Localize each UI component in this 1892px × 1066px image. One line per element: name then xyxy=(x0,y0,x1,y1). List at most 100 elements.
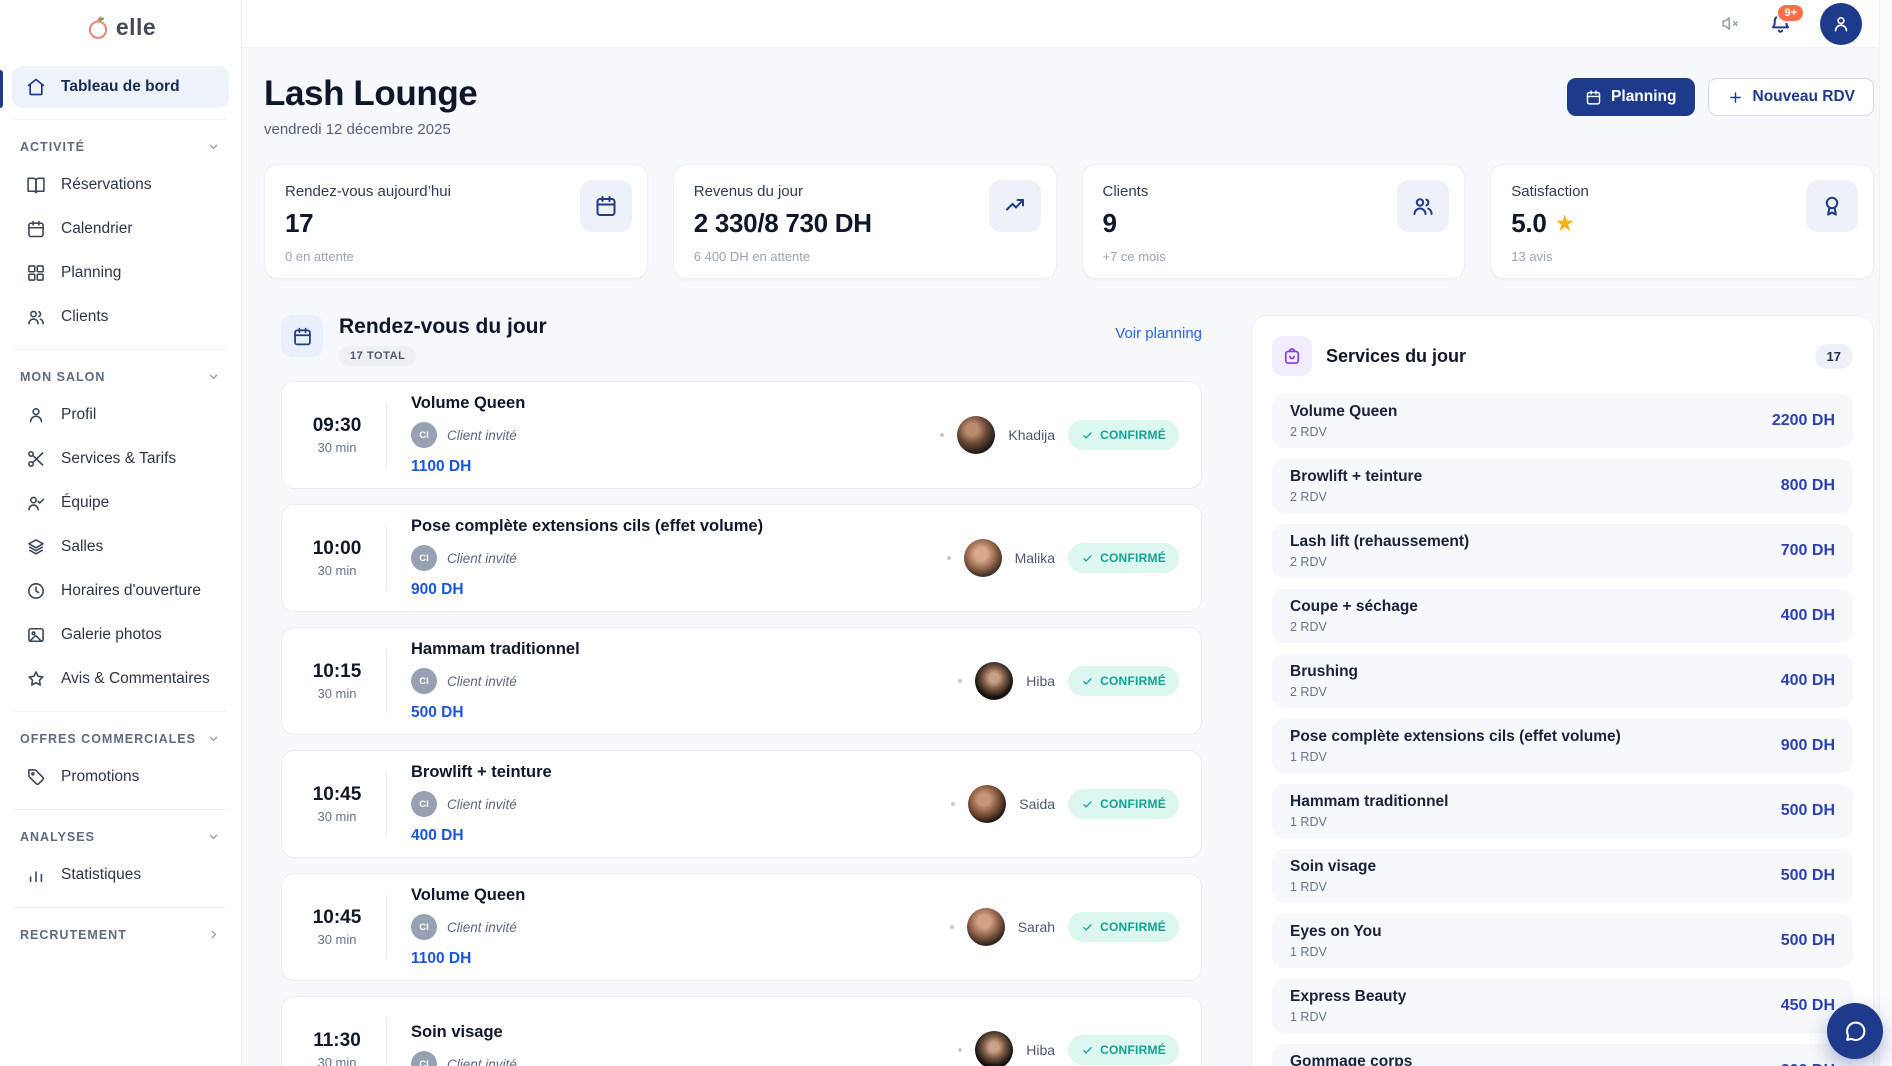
appointment-time: 10:15 30 min xyxy=(312,661,362,701)
stat-value: 5.0 ★ xyxy=(1511,208,1575,238)
columns: Rendez-vous du jour 17 TOTAL Voir planni… xyxy=(264,315,1874,1066)
award-icon xyxy=(1825,196,1839,216)
stat-icon-box xyxy=(579,180,632,232)
appointment-price: 1100 DH xyxy=(411,950,472,967)
sidebar-item-tableau-de-bord[interactable]: Tableau de bord xyxy=(12,66,229,108)
appointment-service: Soin visage xyxy=(411,1023,503,1041)
chat-bubble-icon xyxy=(1845,1021,1865,1041)
appointment-price: 900 DH xyxy=(411,581,464,598)
appointment-row[interactable]: 11:30 30 min Soin visage CI Client invité Hib… xyxy=(281,996,1202,1066)
brand-logo[interactable]: elle xyxy=(0,0,241,54)
appointment-time: 11:30 30 min xyxy=(313,1030,361,1066)
planning-button[interactable]: Planning xyxy=(1567,78,1695,116)
sidebar-item-planning[interactable]: Planning xyxy=(12,252,229,294)
service-rdv-count: 2 RDV xyxy=(1290,685,1327,699)
sidebar-section-analyses[interactable]: ANALYSES xyxy=(12,821,229,852)
sidebar-item-equipe[interactable]: Équipe xyxy=(12,482,229,524)
service-price: 450 DH xyxy=(1780,997,1835,1014)
service-row: Brushing 2 RDV 400 DH xyxy=(1272,654,1853,708)
chevron-right-icon xyxy=(211,930,216,939)
voir-planning-link[interactable]: Voir planning xyxy=(1115,325,1202,342)
staff-name: Saida xyxy=(1019,796,1056,812)
new-rdv-button-label: Nouveau RDV xyxy=(1752,88,1856,105)
service-row: Soin visage 1 RDV 500 DH xyxy=(1272,849,1853,903)
service-rdv-count: 1 RDV xyxy=(1290,945,1327,959)
layers-icon xyxy=(28,539,44,555)
sidebar-divider xyxy=(14,119,227,120)
status-badge: CONFIRMÉ xyxy=(1068,543,1179,573)
account-button[interactable] xyxy=(1820,2,1862,45)
sidebar-item-clients[interactable]: Clients xyxy=(12,296,229,338)
stat-label: Rendez-vous aujourd’hui xyxy=(285,183,451,200)
appointment-service: Volume Queen xyxy=(411,394,526,412)
service-row: Volume Queen 2 RDV 2200 DH xyxy=(1272,394,1853,448)
appointment-time: 10:45 30 min xyxy=(312,784,362,824)
notifications-button[interactable]: 9+ xyxy=(1769,3,1805,35)
sidebar-section-offres-commerciales[interactable]: OFFRES COMMERCIALES xyxy=(12,723,229,754)
appointment-row[interactable]: 09:30 30 min Volume Queen CI Client invité 11… xyxy=(281,381,1202,489)
stat-value: 17 xyxy=(285,208,314,238)
plus-icon xyxy=(1729,91,1741,103)
service-price: 400 DH xyxy=(1780,607,1835,624)
shopping-bag-icon xyxy=(1284,348,1300,364)
sidebar-item-calendrier[interactable]: Calendrier xyxy=(12,208,229,250)
appointments-total-badge: 17 TOTAL xyxy=(339,346,417,366)
appointment-row[interactable]: 10:45 30 min Browlift + teinture CI Client i… xyxy=(281,750,1202,858)
clock-icon xyxy=(28,583,44,599)
divider xyxy=(386,1018,387,1066)
sidebar-item-label: Avis & Commentaires xyxy=(61,670,210,687)
content: Lash Lounge vendredi 12 décembre 2025 Pl… xyxy=(242,48,1892,1066)
sidebar-section-mon-salon[interactable]: MON SALON xyxy=(12,361,229,392)
service-price: 500 DH xyxy=(1780,932,1835,949)
sidebar-item-label: Clients xyxy=(61,308,109,325)
mute-button[interactable] xyxy=(1720,13,1741,34)
dot xyxy=(951,802,956,806)
star-icon xyxy=(28,671,44,686)
sidebar-divider xyxy=(14,349,227,350)
service-rdv-count: 1 RDV xyxy=(1290,815,1327,829)
sidebar-item-reservations[interactable]: Réservations xyxy=(12,164,229,206)
check-icon xyxy=(1083,1046,1092,1054)
appointment-row[interactable]: 10:00 30 min Pose complète extensions cils… xyxy=(281,504,1202,612)
sidebar-item-services-tarifs[interactable]: Services & Tarifs xyxy=(12,438,229,480)
sidebar-item-profil[interactable]: Profil xyxy=(12,394,229,436)
status-badge: CONFIRMÉ xyxy=(1068,666,1179,696)
client-name: Client invité xyxy=(447,673,517,689)
appointment-details: Volume Queen CI Client invité 1100 DH xyxy=(411,394,940,476)
appointment-details: Soin visage CI Client invité xyxy=(411,1023,958,1066)
sidebar-section-activite[interactable]: ACTIVITÉ xyxy=(12,131,229,162)
appointment-row[interactable]: 10:45 30 min Volume Queen CI Client invité 11… xyxy=(281,873,1202,981)
divider xyxy=(386,649,387,713)
client-initials-badge: CI xyxy=(411,545,437,571)
stat-card-revenus-du-jour: Revenus du jour 2 330/8 730 DH 6 400 DH en… xyxy=(672,164,1057,279)
sidebar-item-salles[interactable]: Salles xyxy=(12,526,229,568)
service-row: Gommage corps1 RDV200 DH xyxy=(1272,1044,1853,1066)
volume-muted-icon xyxy=(1722,17,1738,30)
chat-button[interactable] xyxy=(1827,1003,1883,1059)
tag-icon xyxy=(28,769,45,786)
service-name: Brushing xyxy=(1290,663,1359,680)
service-price: 500 DH xyxy=(1780,867,1835,884)
service-list: Volume Queen 2 RDV 2200 DH Browlift + teint… xyxy=(1272,394,1853,1066)
stat-value: 2 330/8 730 DH xyxy=(693,208,872,238)
page-date: vendredi 12 décembre 2025 xyxy=(264,121,451,138)
sidebar-item-promotions[interactable]: Promotions xyxy=(12,756,229,798)
scrollbar[interactable] xyxy=(1879,0,1892,1066)
service-price: 800 DH xyxy=(1780,477,1835,494)
new-rdv-button[interactable]: Nouveau RDV xyxy=(1707,78,1874,116)
sidebar-section-recrutement[interactable]: RECRUTEMENT xyxy=(12,919,229,950)
sidebar-divider xyxy=(14,907,227,908)
brand-name: elle xyxy=(115,13,157,40)
appointments-title: Rendez-vous du jour xyxy=(339,315,547,338)
appointment-row[interactable]: 10:15 30 min Hammam traditionnel CI Client i… xyxy=(281,627,1202,735)
sidebar-item-galerie-photos[interactable]: Galerie photos xyxy=(12,614,229,656)
sidebar-item-horaires-d-ouverture[interactable]: Horaires d'ouverture xyxy=(12,570,229,612)
service-name: Soin visage xyxy=(1290,858,1377,875)
sidebar-item-avis-commentaires[interactable]: Avis & Commentaires xyxy=(12,658,229,700)
sidebar-item-statistiques[interactable]: Statistiques xyxy=(12,854,229,896)
stat-card-satisfaction: Satisfaction 5.0 ★ 13 avis xyxy=(1490,164,1874,279)
appointment-price: 500 DH xyxy=(411,704,464,721)
planning-button-label: Planning xyxy=(1611,88,1677,105)
sidebar-section-label: RECRUTEMENT xyxy=(20,927,127,942)
